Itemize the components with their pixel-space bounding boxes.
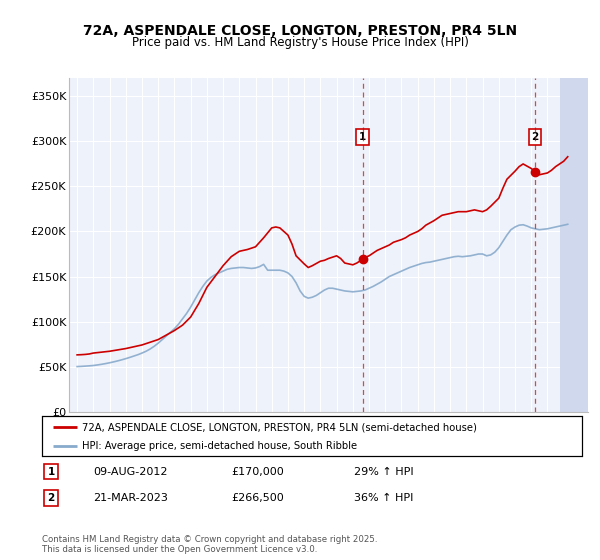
Text: 72A, ASPENDALE CLOSE, LONGTON, PRESTON, PR4 5LN: 72A, ASPENDALE CLOSE, LONGTON, PRESTON, …: [83, 25, 517, 38]
Text: HPI: Average price, semi-detached house, South Ribble: HPI: Average price, semi-detached house,…: [83, 441, 358, 451]
Text: 29% ↑ HPI: 29% ↑ HPI: [354, 466, 413, 477]
Text: 2: 2: [531, 132, 538, 142]
Text: 21-MAR-2023: 21-MAR-2023: [93, 493, 168, 503]
Text: 09-AUG-2012: 09-AUG-2012: [93, 466, 167, 477]
Text: £170,000: £170,000: [231, 466, 284, 477]
Text: Contains HM Land Registry data © Crown copyright and database right 2025.
This d: Contains HM Land Registry data © Crown c…: [42, 535, 377, 554]
Bar: [560, 78, 596, 412]
Text: £266,500: £266,500: [231, 493, 284, 503]
Text: 1: 1: [47, 466, 55, 477]
Text: 72A, ASPENDALE CLOSE, LONGTON, PRESTON, PR4 5LN (semi-detached house): 72A, ASPENDALE CLOSE, LONGTON, PRESTON, …: [83, 422, 478, 432]
Text: Price paid vs. HM Land Registry's House Price Index (HPI): Price paid vs. HM Land Registry's House …: [131, 36, 469, 49]
Text: 1: 1: [359, 132, 366, 142]
Text: 36% ↑ HPI: 36% ↑ HPI: [354, 493, 413, 503]
Text: 2: 2: [47, 493, 55, 503]
